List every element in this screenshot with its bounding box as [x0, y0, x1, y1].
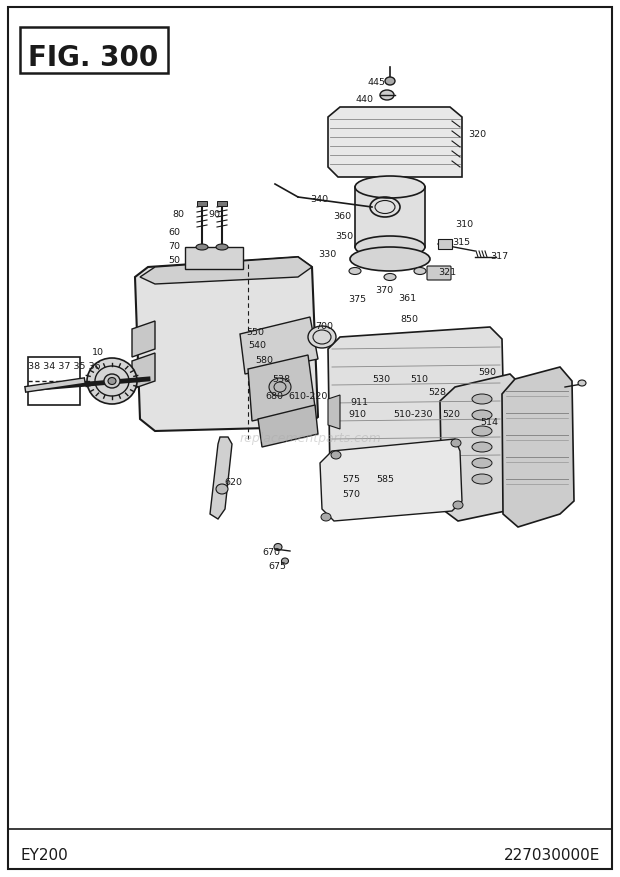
Polygon shape: [258, 405, 318, 447]
Text: 510-230: 510-230: [393, 410, 433, 418]
Text: 50: 50: [168, 256, 180, 265]
Text: 575: 575: [342, 474, 360, 483]
Polygon shape: [320, 439, 462, 522]
Text: 610-220: 610-220: [288, 391, 327, 401]
Polygon shape: [440, 374, 530, 522]
Ellipse shape: [269, 379, 291, 396]
Text: 538: 538: [272, 374, 290, 383]
Ellipse shape: [331, 452, 341, 460]
Polygon shape: [140, 258, 312, 285]
Text: 440: 440: [355, 95, 373, 103]
Text: 911: 911: [350, 397, 368, 407]
Ellipse shape: [355, 237, 425, 259]
Text: 540: 540: [248, 340, 266, 350]
Text: 370: 370: [375, 286, 393, 295]
Polygon shape: [328, 108, 462, 178]
Text: 670: 670: [262, 547, 280, 556]
Text: 361: 361: [398, 294, 416, 303]
Bar: [185, 247, 243, 270]
Text: 510: 510: [410, 374, 428, 383]
Text: 70: 70: [168, 242, 180, 251]
Ellipse shape: [578, 381, 586, 387]
Bar: [197, 202, 207, 207]
Ellipse shape: [281, 559, 288, 565]
Text: 350: 350: [335, 232, 353, 240]
Text: 910: 910: [348, 410, 366, 418]
Polygon shape: [328, 328, 505, 488]
Polygon shape: [502, 367, 574, 527]
Ellipse shape: [104, 374, 120, 389]
Text: 310: 310: [455, 220, 473, 229]
Text: FIG. 300: FIG. 300: [28, 44, 158, 72]
Polygon shape: [132, 322, 155, 358]
Text: 315: 315: [452, 238, 470, 246]
Bar: [217, 202, 227, 207]
Polygon shape: [328, 396, 340, 430]
Text: 528: 528: [428, 388, 446, 396]
Text: 850: 850: [400, 315, 418, 324]
Text: 520: 520: [442, 410, 460, 418]
Bar: [20, 28, 168, 74]
Ellipse shape: [384, 275, 396, 282]
Text: 570: 570: [342, 489, 360, 498]
Ellipse shape: [196, 245, 208, 251]
Ellipse shape: [321, 513, 331, 522]
Ellipse shape: [355, 177, 425, 199]
Text: 580: 580: [255, 355, 273, 365]
Ellipse shape: [87, 359, 137, 404]
Polygon shape: [135, 258, 318, 431]
Ellipse shape: [349, 268, 361, 275]
Ellipse shape: [216, 484, 228, 495]
Ellipse shape: [472, 443, 492, 453]
Text: 340: 340: [310, 195, 328, 203]
Ellipse shape: [472, 426, 492, 437]
Ellipse shape: [380, 91, 394, 101]
Polygon shape: [132, 353, 155, 389]
Ellipse shape: [453, 502, 463, 510]
Text: 700: 700: [315, 322, 333, 331]
Polygon shape: [210, 438, 232, 519]
Text: 90: 90: [208, 210, 220, 218]
Text: 680: 680: [265, 391, 283, 401]
Text: 360: 360: [333, 211, 351, 221]
Ellipse shape: [350, 247, 430, 272]
Ellipse shape: [451, 439, 461, 447]
Ellipse shape: [216, 245, 228, 251]
Ellipse shape: [472, 459, 492, 468]
Bar: [438, 239, 452, 250]
Bar: [28, 358, 80, 405]
FancyBboxPatch shape: [427, 267, 451, 281]
Ellipse shape: [108, 378, 116, 385]
Text: 445: 445: [368, 78, 386, 87]
Ellipse shape: [472, 410, 492, 420]
Polygon shape: [240, 317, 318, 374]
Text: 227030000E: 227030000E: [503, 847, 600, 862]
Text: 585: 585: [376, 474, 394, 483]
Ellipse shape: [274, 544, 282, 551]
Ellipse shape: [308, 326, 336, 348]
Text: 330: 330: [318, 250, 336, 259]
Text: 320: 320: [468, 130, 486, 139]
Ellipse shape: [472, 474, 492, 484]
Text: 10: 10: [92, 347, 104, 357]
Text: 620: 620: [224, 477, 242, 487]
Text: replacementparts.com: replacementparts.com: [239, 432, 381, 445]
Text: 60: 60: [168, 228, 180, 237]
Text: 80: 80: [172, 210, 184, 218]
Ellipse shape: [472, 395, 492, 404]
Text: 38 34 37 35 36: 38 34 37 35 36: [28, 361, 100, 371]
Text: 590: 590: [478, 367, 496, 376]
Text: EY200: EY200: [20, 847, 68, 862]
Polygon shape: [248, 355, 315, 422]
Bar: [355, 188, 425, 247]
Ellipse shape: [414, 268, 426, 275]
Text: 514: 514: [480, 417, 498, 426]
Text: 317: 317: [490, 252, 508, 260]
Text: 375: 375: [348, 295, 366, 303]
Text: 675: 675: [268, 561, 286, 570]
Text: 550: 550: [246, 328, 264, 337]
Text: 321: 321: [438, 267, 456, 276]
Text: 530: 530: [372, 374, 390, 383]
Ellipse shape: [385, 78, 395, 86]
